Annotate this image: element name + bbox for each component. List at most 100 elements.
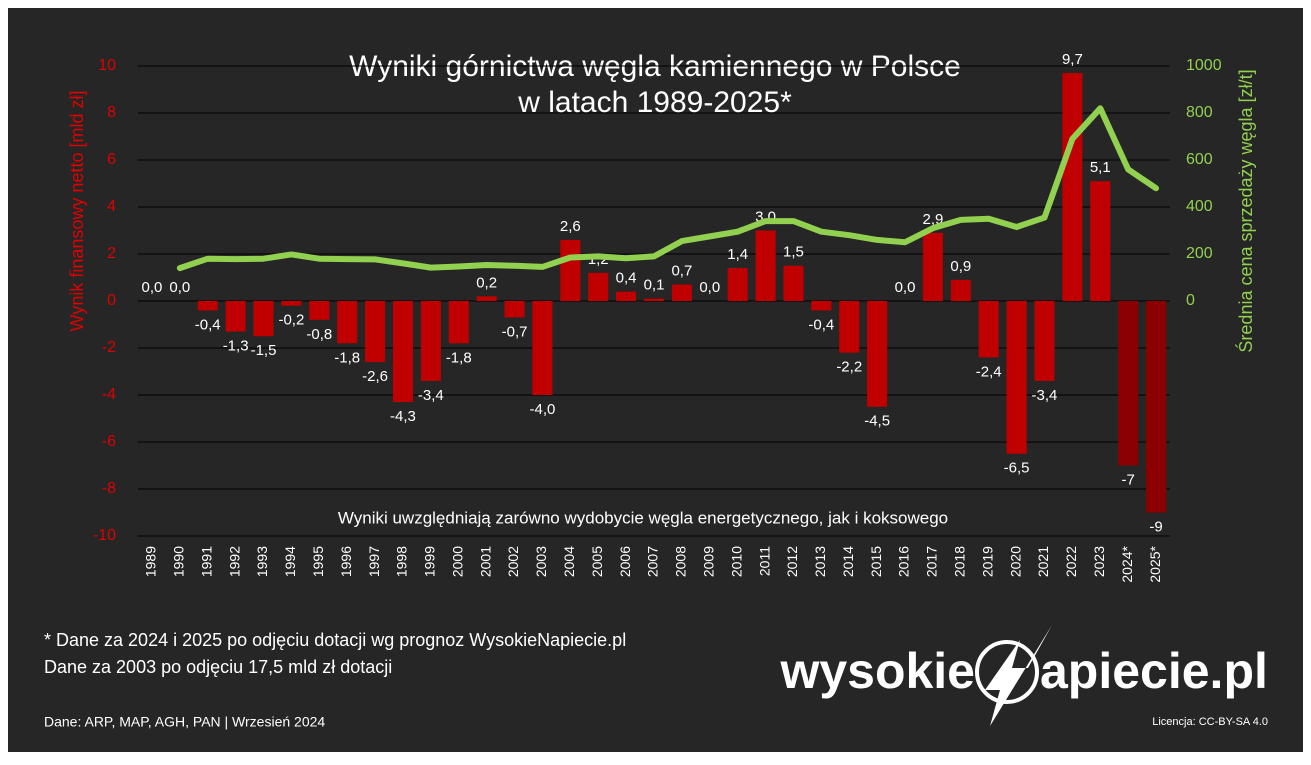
background (8, 8, 1303, 752)
logo-bolt (985, 625, 1052, 726)
data-label: 0,4 (616, 270, 637, 287)
bar (309, 301, 330, 320)
x-tick-label: 2010 (728, 546, 744, 577)
license: Licencja: CC-BY-SA 4.0 (1152, 716, 1268, 728)
y-tick-label: -4 (102, 386, 116, 403)
x-tick-label: 2004 (561, 546, 577, 577)
x-tick-label: 2019 (979, 546, 995, 577)
x-tick-label: 2022 (1063, 546, 1079, 577)
x-tick-label: 1989 (143, 546, 159, 577)
logo-icon (975, 625, 1052, 726)
data-label: 0,7 (671, 263, 692, 280)
data-label: -3,4 (418, 387, 444, 404)
data-label: -3,4 (1032, 387, 1058, 404)
x-tick-label: 2008 (673, 546, 689, 577)
bar (922, 232, 943, 301)
x-tick-label: 2017 (924, 546, 940, 577)
data-label: -4,5 (864, 413, 890, 430)
x-tick-label: 1991 (198, 546, 214, 577)
data-label: -0,4 (195, 316, 221, 333)
data-label: -1,5 (251, 342, 277, 359)
bar (560, 239, 581, 301)
x-tick-label: 2002 (505, 546, 521, 577)
bar (476, 296, 497, 301)
data-label: 0,2 (476, 274, 497, 291)
bar (448, 301, 469, 344)
x-tick-label: 1990 (171, 546, 187, 577)
y2-tick-label: 0 (1186, 292, 1195, 309)
bar (783, 265, 804, 301)
logo-ring (975, 640, 1039, 704)
x-tick-label: 1995 (310, 546, 326, 577)
bar (1006, 301, 1027, 454)
y-tick-label: -10 (93, 527, 116, 544)
logo-text: wysokie (779, 643, 975, 699)
data-label: 1,4 (727, 246, 748, 263)
data-label: -0,4 (808, 316, 834, 333)
data-label: 1,5 (783, 244, 804, 261)
y2-tick-label: 1000 (1186, 57, 1222, 74)
data-label: 0,0 (699, 279, 720, 296)
y-tick-label: -6 (102, 433, 116, 450)
x-tick-label: 2013 (812, 546, 828, 577)
data-label: -2,6 (362, 368, 388, 385)
data-label: 2,6 (560, 218, 581, 235)
x-tick-label: 2000 (449, 546, 465, 577)
x-tick-label: 1999 (422, 546, 438, 577)
footnote: * Dane za 2024 i 2025 po odjęciu dotacji… (44, 630, 626, 650)
data-label: 0,9 (950, 258, 971, 275)
bar (532, 301, 553, 395)
bar (588, 272, 609, 301)
x-tick-label: 2007 (645, 546, 661, 577)
data-label: -2,4 (976, 363, 1002, 380)
bar (504, 301, 525, 318)
footnote: Dane za 2003 po odjęciu 17,5 mld zł dota… (44, 657, 392, 677)
data-label: -9 (1149, 518, 1162, 535)
line (176, 105, 1160, 272)
data-label: 5,1 (1090, 159, 1111, 176)
bar (225, 301, 246, 332)
x-tick-label: 2001 (477, 546, 493, 577)
data-label: 0,0 (895, 279, 916, 296)
bar (811, 301, 832, 311)
x-tick-label: 2015 (868, 546, 884, 577)
data-label: -0,7 (502, 323, 528, 340)
y-tick-label: 2 (107, 245, 116, 262)
bar (839, 301, 860, 353)
y-tick-label: 4 (107, 198, 116, 215)
y2-axis-label: Średnia cena sprzedaży węgla [zł/t] (1235, 69, 1256, 352)
x-tick-label: 1993 (254, 546, 270, 577)
bar (281, 301, 302, 306)
bar (1090, 181, 1111, 301)
data-label: -1,8 (334, 349, 360, 366)
x-tick-label: 2021 (1035, 546, 1051, 577)
bar (616, 291, 637, 301)
x-tick-label: 1992 (226, 546, 242, 577)
data-label: 0,0 (169, 279, 190, 296)
x-tick-label: 2009 (700, 546, 716, 577)
bar (1062, 73, 1083, 301)
data-label: -0,2 (278, 312, 304, 329)
bar (392, 301, 414, 403)
x-tick-label: 2016 (896, 546, 912, 577)
x-tick-label: 2018 (952, 546, 968, 577)
data-label: -4,0 (530, 401, 556, 418)
x-tick-label: 2003 (533, 546, 549, 577)
data-label: -2,2 (836, 359, 862, 376)
bar (643, 298, 665, 301)
data-label: -6,5 (1004, 460, 1030, 477)
bar (755, 230, 776, 301)
y-tick-label: 10 (98, 57, 116, 74)
y2-tick-label: 200 (1186, 245, 1213, 262)
bar (337, 301, 358, 344)
y-tick-label: 0 (107, 292, 116, 309)
y-tick-label: -8 (102, 480, 116, 497)
x-tick-label: 2020 (1007, 546, 1023, 577)
x-tick-label: 1994 (282, 546, 298, 577)
x-tick-label: 1997 (366, 546, 382, 577)
logo-text: apiecie.pl (1040, 643, 1268, 699)
x-tick-label: 2005 (589, 546, 605, 577)
bar (727, 268, 748, 301)
bar (197, 301, 218, 311)
